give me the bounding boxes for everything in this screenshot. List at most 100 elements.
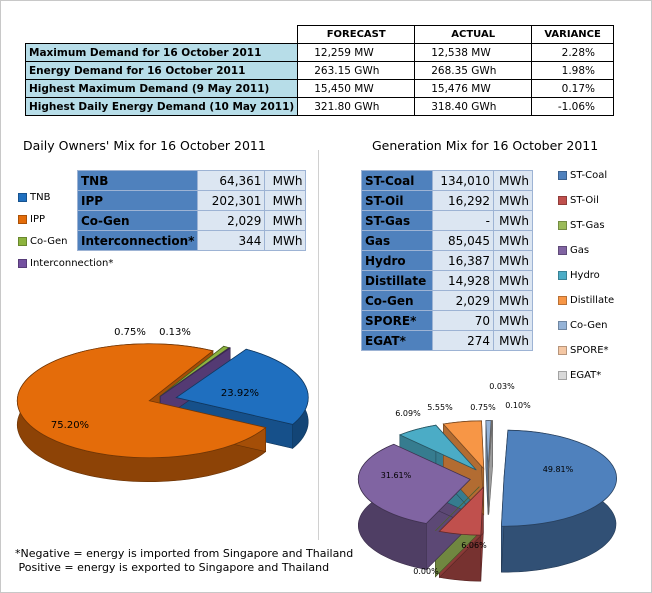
table-row: Interconnection* 344 MWh <box>76 230 307 251</box>
pie-data-label: 0.00% <box>413 567 439 576</box>
legend-label: ST-Oil <box>570 195 599 206</box>
row-variance: 0.17% <box>531 79 614 98</box>
legend-swatch <box>558 171 567 180</box>
mix-name: Hydro <box>361 250 433 271</box>
mix-unit: MWh <box>493 330 533 351</box>
owners-mix-pie: 23.92% 75.20% 0.75% 0.13% <box>16 327 309 482</box>
row-actual: 318.40 GWh <box>414 97 533 116</box>
pie-slice-gas <box>357 443 471 524</box>
mix-unit: MWh <box>264 170 307 191</box>
legend-label: IPP <box>30 214 46 225</box>
demand-table: FORECAST ACTUAL VARIANCE Maximum Demand … <box>24 25 614 116</box>
table-row: TNB 64,361 MWh <box>76 170 307 191</box>
row-variance: 1.98% <box>531 61 614 80</box>
legend-swatch <box>18 193 27 202</box>
pie-data-label: 0.75% <box>114 327 146 338</box>
table-row: Highest Maximum Demand (9 May 2011) 15,4… <box>24 79 614 98</box>
generation-mix-title: Generation Mix for 16 October 2011 <box>372 138 599 153</box>
footnote-line-negative: *Negative = energy is imported from Sing… <box>15 547 354 560</box>
legend-item: Gas <box>558 245 589 256</box>
mix-value: 344 <box>197 230 266 251</box>
pie-slice-hydro <box>398 424 477 471</box>
legend-label: Co-Gen <box>570 320 608 331</box>
mix-unit: MWh <box>264 210 307 231</box>
mix-value: 2,029 <box>197 210 266 231</box>
pie-slice-co-gen <box>485 420 492 469</box>
pie-slice-st-coal <box>500 429 618 527</box>
pie-data-label: 75.20% <box>51 420 89 431</box>
pie-data-label: 6.09% <box>395 409 421 418</box>
legend-label: ST-Coal <box>570 170 608 181</box>
generation-mix-pie: 49.81% 6.06% 0.00% 31.61% 6.09% 5.55% 0.75% 0.0… <box>357 382 618 582</box>
mix-value: - <box>432 210 494 231</box>
table-row: ST-Oil 16,292 MWh <box>361 190 533 211</box>
legend-label: TNB <box>30 192 51 203</box>
pie-data-label: 0.03% <box>489 382 515 391</box>
mix-unit: MWh <box>493 210 533 231</box>
legend-swatch <box>558 296 567 305</box>
legend-item: ST-Oil <box>558 195 599 206</box>
mix-unit: MWh <box>264 230 307 251</box>
legend-label: ST-Gas <box>570 220 605 231</box>
table-row: SPORE* 70 MWh <box>361 310 533 331</box>
demand-table-header: FORECAST ACTUAL VARIANCE <box>25 25 614 44</box>
mix-unit: MWh <box>493 250 533 271</box>
mix-name: Distillate <box>361 270 433 291</box>
pie-data-label: 0.75% <box>470 403 496 412</box>
legend-swatch <box>18 237 27 246</box>
owners-mix-table: TNB 64,361 MWh IPP 202,301 MWh Co-Gen 2,029 MW… <box>76 170 307 251</box>
pie-slice-st-gas <box>435 486 480 532</box>
mix-name: IPP <box>76 190 199 211</box>
row-label: Energy Demand for 16 October 2011 <box>24 61 299 80</box>
legend-item: Co-Gen <box>558 320 608 331</box>
mix-value: 64,361 <box>197 170 266 191</box>
legend-swatch <box>18 259 27 268</box>
mix-value: 70 <box>432 310 494 331</box>
row-variance: -1.06% <box>531 97 614 116</box>
footnote-line-positive: Positive = energy is exported to Singapo… <box>15 561 330 574</box>
mix-unit: MWh <box>493 290 533 311</box>
mix-name: ST-Oil <box>361 190 433 211</box>
pie-slice-tnb <box>175 348 309 425</box>
legend-swatch <box>558 221 567 230</box>
legend-swatch <box>18 215 27 224</box>
legend-label: Gas <box>570 245 590 256</box>
legend-item: Hydro <box>558 270 600 281</box>
table-row: ST-Gas - MWh <box>361 210 533 231</box>
mix-unit: MWh <box>493 230 533 251</box>
owners-mix-title: Daily Owners' Mix for 16 October 2011 <box>23 138 266 153</box>
mix-name: Interconnection* <box>76 230 199 251</box>
legend-item: Distillate <box>558 295 614 306</box>
mix-value: 274 <box>432 330 494 351</box>
mix-value: 14,928 <box>432 270 494 291</box>
mix-value: 134,010 <box>432 170 494 191</box>
mix-unit: MWh <box>493 170 533 191</box>
mix-name: SPORE* <box>361 310 433 331</box>
legend-swatch <box>558 246 567 255</box>
pie-slice-ipp <box>16 343 267 459</box>
row-forecast: 321.80 GWh <box>297 97 416 116</box>
header-forecast: FORECAST <box>297 25 416 44</box>
table-row: EGAT* 274 MWh <box>361 330 533 351</box>
table-row: Energy Demand for 16 October 2011 263.15… <box>24 61 614 80</box>
row-actual: 268.35 GWh <box>414 61 533 80</box>
table-row: Highest Daily Energy Demand (10 May 2011… <box>24 97 614 116</box>
legend-item: IPP <box>18 214 45 225</box>
pie-data-label: 5.55% <box>427 403 453 412</box>
pie-slice-distillate <box>442 420 485 470</box>
pie-data-label: 0.10% <box>505 401 531 410</box>
mix-unit: MWh <box>493 270 533 291</box>
table-row: Co-Gen 2,029 MWh <box>76 210 307 231</box>
pie-slice-interconnection <box>160 347 232 397</box>
legend-item: TNB <box>18 192 50 203</box>
pie-data-label: 6.06% <box>461 541 487 550</box>
legend-item: EGAT* <box>558 370 601 381</box>
pie-data-label: 31.61% <box>381 471 412 480</box>
legend-item: ST-Gas <box>558 220 605 231</box>
table-row: Distillate 14,928 MWh <box>361 270 533 291</box>
mix-name: EGAT* <box>361 330 433 351</box>
pie-slice-egat <box>488 420 494 469</box>
generation-mix-table: ST-Coal 134,010 MWh ST-Oil 16,292 MWh ST-Gas… <box>361 170 533 351</box>
mix-unit: MWh <box>264 190 307 211</box>
